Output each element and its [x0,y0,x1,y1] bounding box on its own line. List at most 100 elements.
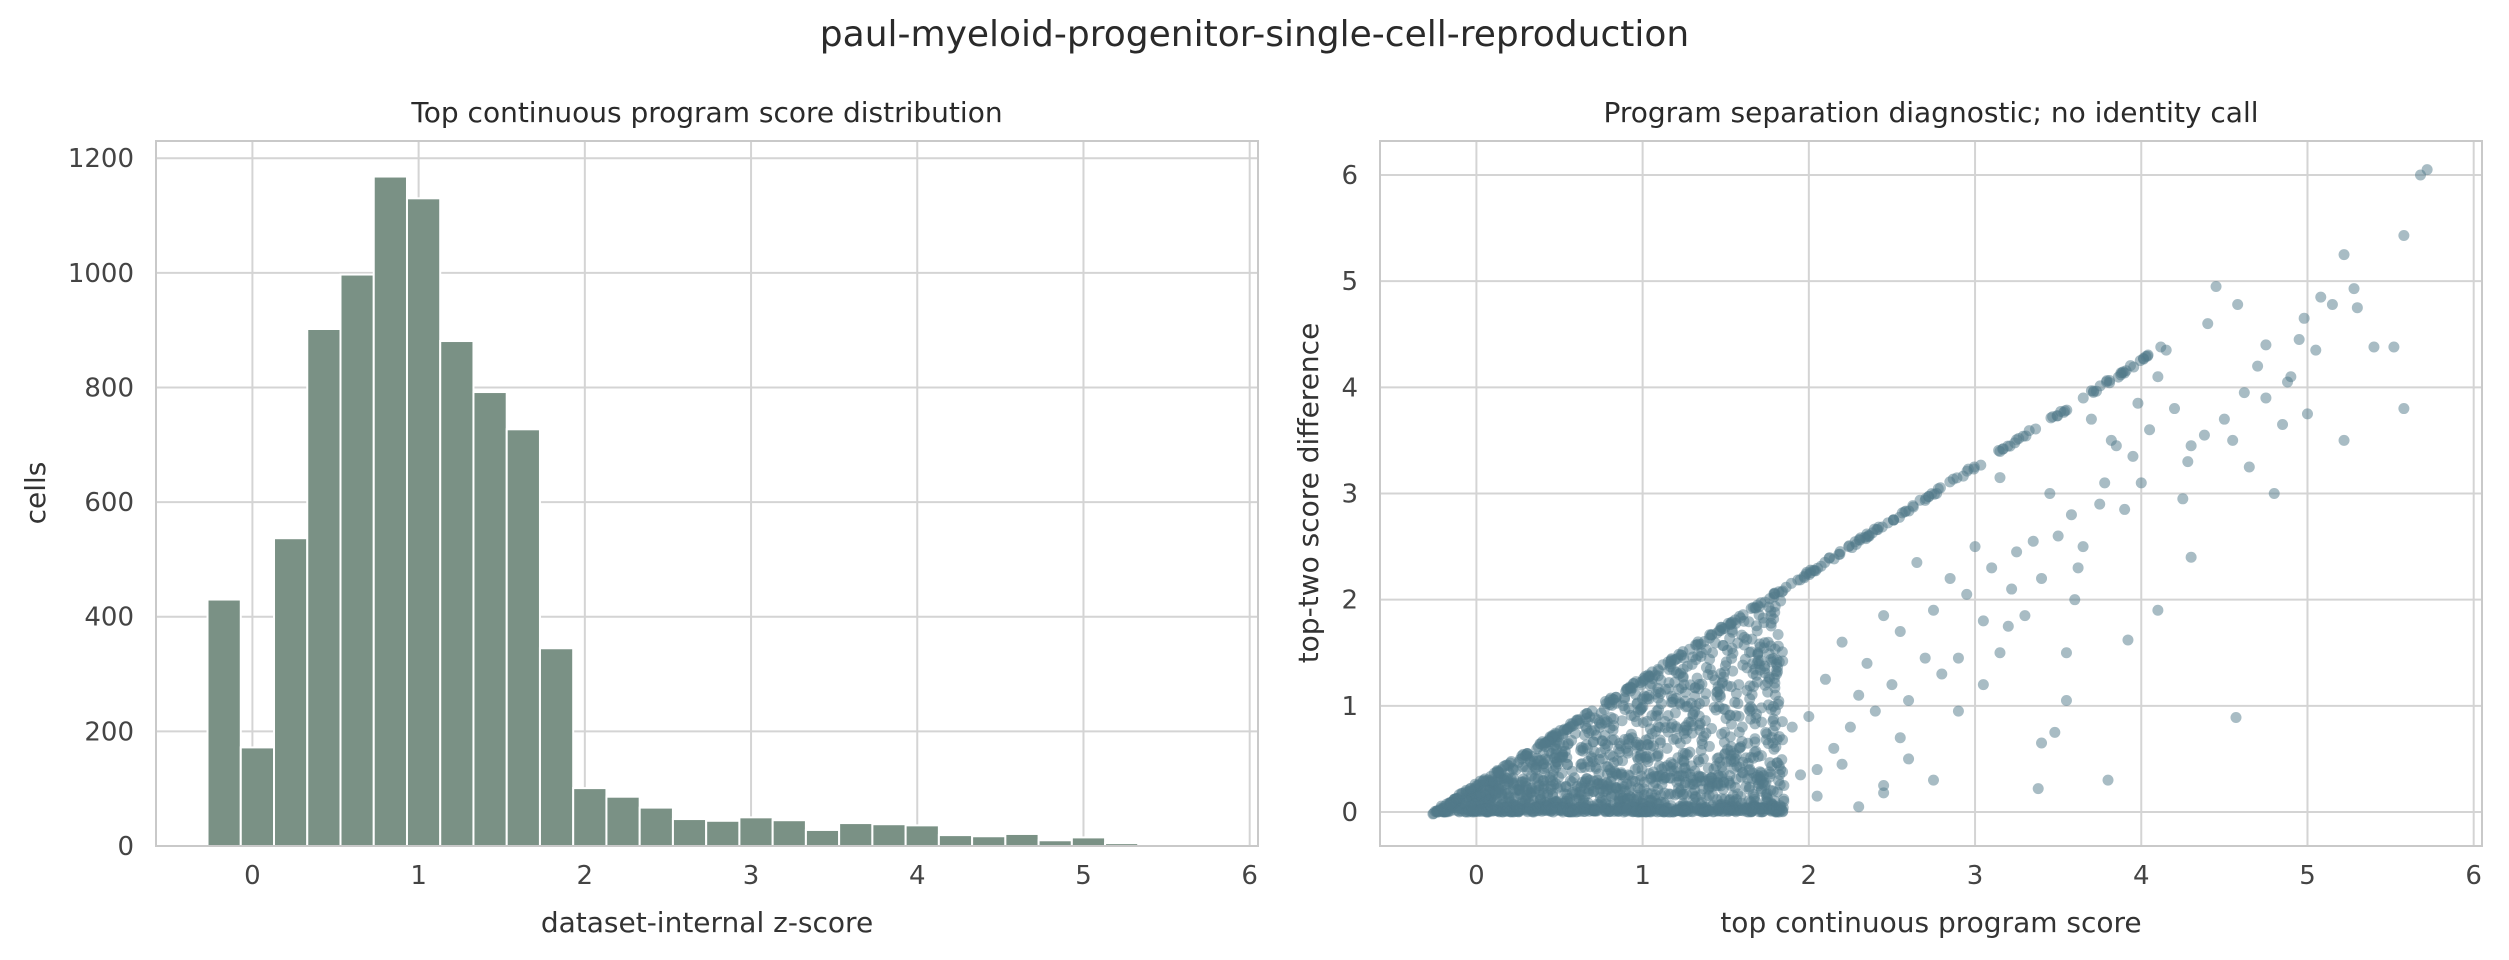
scatter-point [1590,761,1602,773]
scatter-point [2060,647,2072,659]
scatter-point [1567,786,1579,798]
scatter-point [1771,757,1783,769]
scatter-point [1665,696,1677,708]
scatter-point [1475,804,1487,816]
scatter-point [1485,770,1497,782]
scatter-point [1653,665,1665,677]
y-tick-label: 1000 [68,259,134,289]
x-tick-label: 6 [2465,861,2482,891]
scatter-point [1631,716,1643,728]
scatter-point [1911,557,1923,569]
scatter-point [1708,763,1720,775]
scatter-point [1994,472,2006,484]
scatter-point [1786,721,1798,733]
scatter-point [1530,764,1542,776]
histogram-y-ticks: 0 200 400 600 800 1000 1200 [68,144,134,862]
scatter-point [1957,470,1969,482]
scatter-point [2013,432,2025,444]
scatter-point [2152,371,2164,383]
scatter-point [1576,758,1588,770]
scatter-point [1919,494,1931,506]
scatter-points [1427,164,2433,820]
scatter-point [1608,720,1620,732]
scatter-point [1695,771,1707,783]
scatter-point [2036,737,2048,749]
scatter-point [1621,683,1633,695]
scatter-point [1977,679,1989,691]
scatter-point [1692,636,1704,648]
scatter-point [1693,710,1705,722]
scatter-point [2132,397,2144,409]
scatter-point [1894,732,1906,744]
histogram-bar [738,816,774,848]
scatter-point [2135,477,2147,489]
scatter-point [1428,807,1440,819]
scatter-point [1667,664,1679,676]
histogram-bar [572,787,608,847]
y-tick-label: 2 [1341,586,1358,616]
scatter-point [1720,712,1732,724]
scatter-point [1655,687,1667,699]
scatter-point [1756,716,1768,728]
y-tick-label: 1 [1341,692,1358,722]
scatter-point [1557,802,1569,814]
scatter-point [1616,768,1628,780]
x-tick-label: 2 [1801,861,1818,891]
scatter-point [2177,493,2189,505]
scatter-point [1538,788,1550,800]
scatter-point [1762,686,1774,698]
histogram-bar [904,824,940,847]
scatter-point [1977,615,1989,627]
scatter-point [1903,753,1915,765]
scatter-point [1903,695,1915,707]
histogram-y-label: cells [19,462,52,525]
histogram-bar [339,273,375,847]
scatter-point [2232,299,2244,311]
scatter-point [1735,771,1747,783]
scatter-point [1742,757,1754,769]
scatter-point [1732,698,1744,710]
scatter-point [2144,424,2156,436]
scatter-point [1968,463,1980,475]
histogram-panel: Top continuous program score distributio… [19,96,1259,939]
scatter-point [2260,392,2272,404]
scatter-point [1681,749,1693,761]
scatter-point [1714,625,1726,637]
y-tick-label: 1200 [68,144,134,174]
scatter-point [1597,786,1609,798]
scatter-point [1465,782,1477,794]
scatter-point [1599,730,1611,742]
histogram-bar [771,819,807,848]
histogram-bar [838,822,874,848]
scatter-point [1716,728,1728,740]
scatter-point [1712,777,1724,789]
scatter-point [2060,695,2072,707]
scatter-point [1606,771,1618,783]
histogram-bar [538,647,575,847]
scatter-point [1696,734,1708,746]
scatter-point [1548,779,1560,791]
x-tick-label: 4 [2133,861,2150,891]
scatter-point [1936,668,1948,680]
histogram-bar [505,428,541,847]
scatter-point [1850,538,1862,550]
scatter-frame [1379,140,2483,847]
histogram-bar [871,823,907,847]
scatter-point [1685,760,1697,772]
scatter-point [1630,739,1642,751]
scatter-point [1777,585,1789,597]
scatter-point [1836,636,1848,648]
scatter-point [2398,403,2410,415]
scatter-point [1944,572,1956,584]
scatter-point [1556,767,1568,779]
scatter-point [1811,790,1823,802]
scatter-point [1736,735,1748,747]
histogram-bar [937,834,974,847]
scatter-point [1777,766,1789,778]
scatter-point [1729,753,1741,765]
scatter-point [1888,514,1900,526]
scatter-point [1744,693,1756,705]
histogram-bars [206,175,1240,848]
scatter-point [1878,610,1890,622]
scatter-point [1934,482,1946,494]
